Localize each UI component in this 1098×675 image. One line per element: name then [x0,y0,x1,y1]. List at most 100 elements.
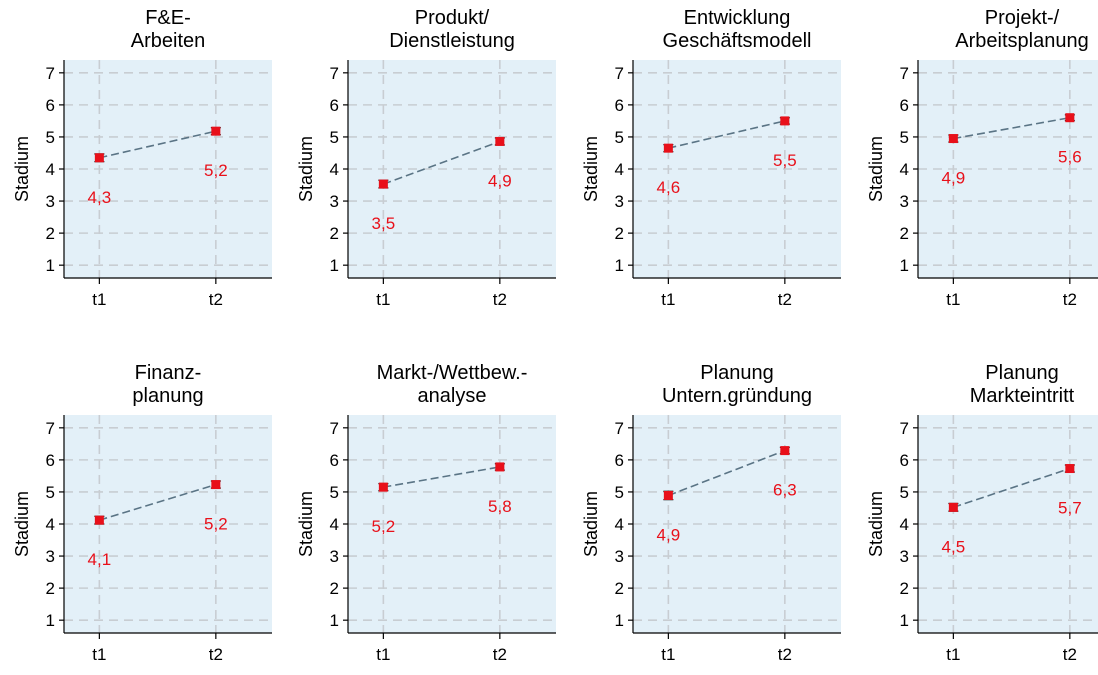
y-tick-label: 4 [900,515,909,534]
x-tick-label: t1 [946,645,960,664]
y-axis-title: Stadium [581,136,601,202]
y-tick-label: 7 [615,419,624,438]
series-line [668,449,786,497]
y-tick-label: 6 [46,96,55,115]
data-label: 6,3 [773,481,797,500]
y-tick-label: 7 [330,64,339,83]
data-label: 5,6 [1058,148,1082,167]
y-tick-label: 5 [615,128,624,147]
y-tick-label: 3 [900,547,909,566]
data-point [211,480,221,490]
y-tick-label: 4 [330,515,339,534]
y-tick-label: 3 [900,192,909,211]
y-tick-label: 7 [900,64,909,83]
y-axis-title: Stadium [296,491,316,557]
y-tick-label: 2 [900,224,909,243]
data-label: 5,2 [204,515,228,534]
y-tick-label: 2 [615,224,624,243]
chart-panel: 1 2 3 4 5 6 7 t1 t2 Stadium PlanungUntern.gründung… [581,362,841,664]
y-tick-label: 3 [615,547,624,566]
data-point [495,136,505,146]
x-tick-label: t1 [946,290,960,309]
x-tick-label: t1 [92,645,106,664]
x-tick-label: t1 [661,290,675,309]
panel-title: Markt-/Wettbew.- [377,362,528,384]
y-tick-label: 3 [46,192,55,211]
data-point [94,153,104,163]
data-label: 4,1 [88,550,112,569]
y-axis-title: Stadium [581,491,601,557]
y-tick-label: 7 [330,419,339,438]
series-line [383,466,500,488]
x-tick-label: t2 [493,290,507,309]
y-tick-label: 2 [615,579,624,598]
y-tick-label: 6 [900,451,909,470]
x-tick-label: t2 [778,645,792,664]
y-tick-label: 4 [330,160,339,179]
y-tick-label: 7 [615,64,624,83]
y-axis-title: Stadium [296,136,316,202]
y-tick-label: 1 [615,256,624,275]
y-axis-title: Stadium [866,491,886,557]
data-point [1065,464,1075,474]
y-tick-label: 5 [330,483,339,502]
y-tick-label: 1 [615,611,624,630]
data-label: 4,9 [488,171,512,190]
data-label: 4,9 [657,525,681,544]
series-line [99,130,217,159]
y-axis-title: Stadium [12,136,32,202]
y-tick-label: 4 [900,160,909,179]
data-label: 4,3 [88,188,112,207]
x-tick-label: t2 [209,645,223,664]
y-tick-label: 1 [46,611,55,630]
data-point [780,446,790,456]
x-tick-label: t1 [376,645,390,664]
data-point [495,462,505,472]
chart-panel: 1 2 3 4 5 6 7 t1 t2 Stadium Produkt/Dienstleistung… [296,7,556,309]
panel-title: Untern.gründung [662,385,812,407]
y-tick-label: 6 [330,451,339,470]
data-label: 5,5 [773,151,797,170]
series-line [99,483,217,521]
y-tick-label: 5 [46,483,55,502]
data-label: 3,5 [372,214,396,233]
panel-title: Entwicklung [684,7,791,29]
x-tick-label: t2 [1063,645,1077,664]
x-tick-label: t1 [376,290,390,309]
data-label: 5,7 [1058,499,1082,518]
panel-title: Markteintritt [970,385,1075,407]
data-point [378,482,388,492]
y-tick-label: 1 [46,256,55,275]
y-tick-label: 5 [900,483,909,502]
data-point [94,515,104,525]
data-point [948,134,958,144]
y-tick-label: 5 [900,128,909,147]
x-tick-label: t2 [1063,290,1077,309]
chart-panel: 1 2 3 4 5 6 7 t1 t2 Stadium F&E-Arbeiten 4,3 5,2 [12,7,272,309]
y-tick-label: 1 [900,256,909,275]
y-tick-label: 6 [615,451,624,470]
y-tick-label: 4 [46,160,55,179]
data-point [948,502,958,512]
data-label: 4,9 [942,169,966,188]
panel-title: F&E- [145,7,191,29]
data-label: 5,2 [372,517,396,536]
chart-panel: 1 2 3 4 5 6 7 t1 t2 Stadium Projekt-/Arbeitsplanun… [866,7,1098,309]
panel-title: Planung [700,362,773,384]
y-tick-label: 3 [330,547,339,566]
y-tick-label: 1 [900,611,909,630]
series-line [953,116,1070,140]
y-tick-label: 2 [46,224,55,243]
x-tick-label: t1 [92,290,106,309]
y-tick-label: 5 [330,128,339,147]
y-tick-label: 3 [46,547,55,566]
panel-title: Produkt/ [415,7,490,29]
y-tick-label: 7 [46,419,55,438]
panel-title: planung [132,385,203,407]
panel-title: Projekt-/ [985,7,1060,29]
y-tick-label: 2 [330,579,339,598]
y-tick-label: 6 [46,451,55,470]
series-line [383,140,501,185]
chart-panel: 1 2 3 4 5 6 7 t1 t2 Stadium Markt-/Wettbew.-analys… [296,362,556,664]
